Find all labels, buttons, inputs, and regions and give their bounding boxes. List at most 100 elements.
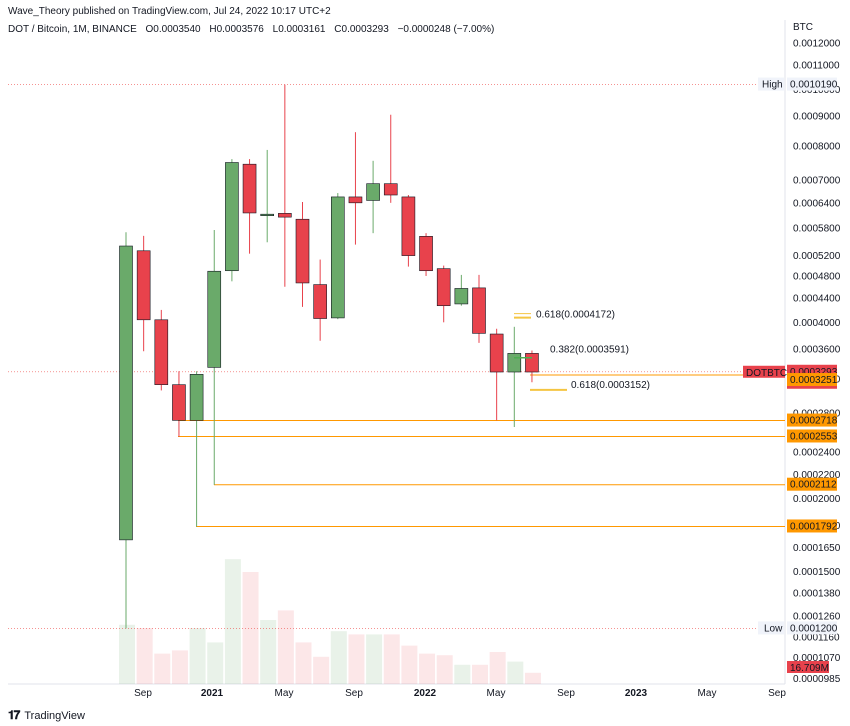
price-tick: 0.0000985 [793,674,841,685]
price-tick: 0.0003600 [793,345,841,356]
high-tag: High [762,80,783,91]
candle-body [507,353,522,373]
price-tick: 0.0008000 [793,142,841,153]
volume-bar [154,653,171,684]
price-tick: 0.0001160 [793,633,840,644]
volume-bars [119,559,541,684]
candle-body [295,218,310,284]
price-tick: 0.0001500 [793,567,841,578]
candle-body [401,196,416,256]
time-tick: 2023 [625,688,648,699]
time-axis: Sep 2021 May Sep 2022 May Sep 2023 May Sep [134,688,786,699]
price-tick: 0.0001650 [793,543,841,554]
candle-body [525,353,539,373]
price-tick: 0.0007000 [793,176,841,187]
fib-382-label: 0.382(0.0003591) [550,345,629,356]
price-tick: 0.0012000 [793,39,841,50]
volume-bar [260,620,277,684]
price-tick: 0.0001260 [793,612,841,623]
candle-body [189,374,204,421]
volume-bar [119,624,135,684]
level-badge-bg [787,413,837,427]
volume-bar [524,672,541,684]
price-tick: 0.0009000 [793,112,841,123]
fib-618-upper-label: 0.618(0.0004172) [536,310,615,321]
level-3251-badge-bg [787,373,837,387]
volume-bar [436,655,453,684]
volume-bar [489,652,506,684]
price-tick: 0.0002200 [793,470,841,481]
candle-body [383,183,398,196]
high-value-badge: 0.0010190 [790,80,838,91]
price-tick: 0.0005800 [793,223,841,234]
candle-body [454,288,469,305]
symbol-title[interactable]: DOT / Bitcoin, 1M, BINANCE [8,24,137,35]
candle-body [225,162,239,272]
level-3251-badge: 0.0003251 [790,375,838,386]
symbol-tag: DOTBTC [746,368,787,379]
price-axis: 0.00120000.00110000.00100000.00090000.00… [743,39,841,685]
candle-body [119,245,133,541]
time-tick: May [698,688,717,699]
time-tick: May [275,688,294,699]
volume-bar [472,664,488,684]
ohlc-close: C0.0003293 [334,24,389,35]
publisher-caption: Wave_Theory published on TradingView.com… [8,6,331,17]
time-tick: 2022 [414,688,437,699]
low-tag: Low [764,623,783,634]
volume-bar [242,572,259,684]
volume-badge: 16.709M [790,663,829,674]
symbol-info-bar: DOT / Bitcoin, 1M, BINANCE O0.0003540 H0… [8,24,500,35]
volume-bar [171,650,188,684]
level-badge: 0.0001792 [790,521,838,532]
high-tag-bg [758,77,784,91]
level-badge: 0.0002718 [790,416,838,427]
volume-bar [277,610,294,684]
candle-body [242,163,257,214]
volume-bar [189,628,206,684]
price-tick: 0.0002400 [793,448,841,459]
volume-bar [419,653,436,684]
price-axis-currency: BTC [793,22,813,33]
level-badge: 0.0002553 [790,431,838,442]
ohlc-open: O0.0003540 [145,24,201,35]
level-badge-bg [787,519,837,533]
candle-body [366,183,380,201]
volume-bar [454,664,471,684]
price-tick: 0.0002000 [793,494,841,505]
candle-body [313,284,327,319]
support-levels [8,84,785,629]
low-tag-bg [758,621,784,635]
price-tick: 0.0004800 [793,271,841,282]
price-tick: 0.0004000 [793,318,841,329]
fibonacci-annotations: 0.382(0.0003591) 0.618(0.0004172) 0.618(0.… [514,310,650,391]
volume-bar [136,628,153,684]
footer-brand: TradingView [24,709,85,722]
high-value-badge-bg [787,77,837,91]
ohlc-change: −0.0000248 (−7.00%) [397,24,495,35]
price-tick: 0.0005200 [793,251,841,262]
time-tick: Sep [134,688,152,699]
grid [8,20,786,685]
price-tick: 0.0001070 [793,653,841,664]
candle-body [348,196,363,204]
candle-body [207,270,222,368]
candle-body [419,236,433,272]
level-badge-bg [787,429,837,443]
low-value-badge-bg [787,621,837,635]
low-value-badge: 0.0001200 [790,623,838,634]
candle-body [436,268,451,307]
volume-bar [313,656,330,684]
level-badge-bg [787,477,837,491]
volume-bar [366,634,383,684]
level-badge: 0.0002112 [790,480,837,491]
tradingview-footer[interactable]: 𝟏𝟕 TradingView [8,708,85,723]
ohlc-high: H0.0003576 [209,24,264,35]
candle-body [472,287,486,334]
candle-body [154,319,169,385]
current-price-badge: 0.0003293 [790,367,838,378]
volume-bar [348,634,365,684]
candle-body [489,333,504,373]
time-tick: 2021 [201,688,224,699]
